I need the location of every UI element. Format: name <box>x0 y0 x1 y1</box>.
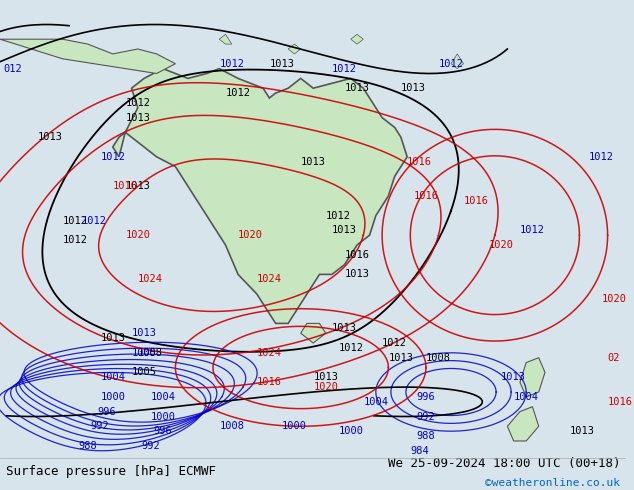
Polygon shape <box>520 358 545 397</box>
Text: 1016: 1016 <box>113 181 138 191</box>
Text: 1012: 1012 <box>126 98 150 108</box>
Text: 1013: 1013 <box>132 328 157 338</box>
Polygon shape <box>113 69 407 323</box>
Polygon shape <box>288 44 301 54</box>
Text: 992: 992 <box>417 412 436 421</box>
Text: 1008: 1008 <box>426 353 451 363</box>
Text: ©weatheronline.co.uk: ©weatheronline.co.uk <box>485 478 620 488</box>
Text: 996: 996 <box>153 426 172 436</box>
Text: 1020: 1020 <box>126 230 150 240</box>
Text: 1012: 1012 <box>520 225 545 235</box>
Text: 1012: 1012 <box>226 88 250 98</box>
Text: 1004: 1004 <box>150 392 176 402</box>
Text: 1012: 1012 <box>332 64 357 74</box>
Text: 1016: 1016 <box>463 196 489 206</box>
Text: 1004: 1004 <box>100 372 126 382</box>
Text: 1012: 1012 <box>81 216 107 225</box>
Polygon shape <box>451 54 463 69</box>
Text: 1004: 1004 <box>363 397 389 407</box>
Text: 1024: 1024 <box>138 274 163 284</box>
Text: 1012: 1012 <box>589 152 614 162</box>
Text: 1004: 1004 <box>514 392 539 402</box>
Text: 1024: 1024 <box>257 348 282 358</box>
Text: 1012: 1012 <box>439 59 463 69</box>
Text: 1016: 1016 <box>257 377 282 387</box>
Text: 996: 996 <box>97 407 116 416</box>
Text: 1016: 1016 <box>607 397 633 407</box>
Text: 1013: 1013 <box>126 113 150 122</box>
Text: 1012: 1012 <box>63 216 87 225</box>
Text: 1012: 1012 <box>326 211 351 220</box>
FancyBboxPatch shape <box>0 10 626 461</box>
Text: 1016: 1016 <box>413 191 439 201</box>
Text: 1013: 1013 <box>332 225 357 235</box>
Text: 1013: 1013 <box>37 132 63 142</box>
Polygon shape <box>301 323 326 343</box>
Text: 1013: 1013 <box>344 83 370 93</box>
Text: 996: 996 <box>417 392 436 402</box>
Text: We 25-09-2024 18:00 UTC (00+18): We 25-09-2024 18:00 UTC (00+18) <box>387 457 620 470</box>
Text: 988: 988 <box>417 431 436 441</box>
Polygon shape <box>219 34 232 44</box>
Text: 1000: 1000 <box>282 421 307 431</box>
Text: 1013: 1013 <box>501 372 526 382</box>
Text: 1005: 1005 <box>132 368 157 377</box>
Text: 1000: 1000 <box>150 412 176 421</box>
Text: 1013: 1013 <box>344 270 370 279</box>
Text: 1013: 1013 <box>301 157 326 167</box>
Text: 1005: 1005 <box>132 348 157 358</box>
Text: 1008: 1008 <box>138 348 163 358</box>
Text: 984: 984 <box>410 446 429 456</box>
Text: 1016: 1016 <box>344 250 370 260</box>
Text: 1012: 1012 <box>339 343 363 353</box>
Polygon shape <box>351 34 363 44</box>
Text: 1012: 1012 <box>63 235 87 245</box>
Text: 1020: 1020 <box>238 230 263 240</box>
Text: 1013: 1013 <box>100 333 126 343</box>
Text: 1013: 1013 <box>269 59 294 69</box>
Text: 1000: 1000 <box>339 426 363 436</box>
Text: 1013: 1013 <box>313 372 338 382</box>
Text: 992: 992 <box>91 421 110 431</box>
Text: 1020: 1020 <box>313 382 338 392</box>
Text: 1020: 1020 <box>489 240 514 250</box>
Text: 1012: 1012 <box>219 59 244 69</box>
Polygon shape <box>0 39 176 74</box>
Text: 1024: 1024 <box>257 274 282 284</box>
Text: 1008: 1008 <box>219 421 244 431</box>
Text: 1013: 1013 <box>401 83 426 93</box>
Text: 1013: 1013 <box>126 181 150 191</box>
Text: 1000: 1000 <box>100 392 126 402</box>
Text: 1013: 1013 <box>570 426 595 436</box>
Text: Surface pressure [hPa] ECMWF: Surface pressure [hPa] ECMWF <box>6 465 216 478</box>
Text: 988: 988 <box>79 441 97 451</box>
Text: 1013: 1013 <box>332 323 357 333</box>
Text: 1020: 1020 <box>602 294 626 304</box>
Polygon shape <box>507 407 539 441</box>
Text: 02: 02 <box>607 353 620 363</box>
Text: 1012: 1012 <box>100 152 126 162</box>
Text: 1016: 1016 <box>407 157 432 167</box>
Text: 012: 012 <box>3 64 22 74</box>
Text: 1013: 1013 <box>389 353 413 363</box>
Text: 992: 992 <box>141 441 160 451</box>
Text: 1012: 1012 <box>382 338 407 348</box>
